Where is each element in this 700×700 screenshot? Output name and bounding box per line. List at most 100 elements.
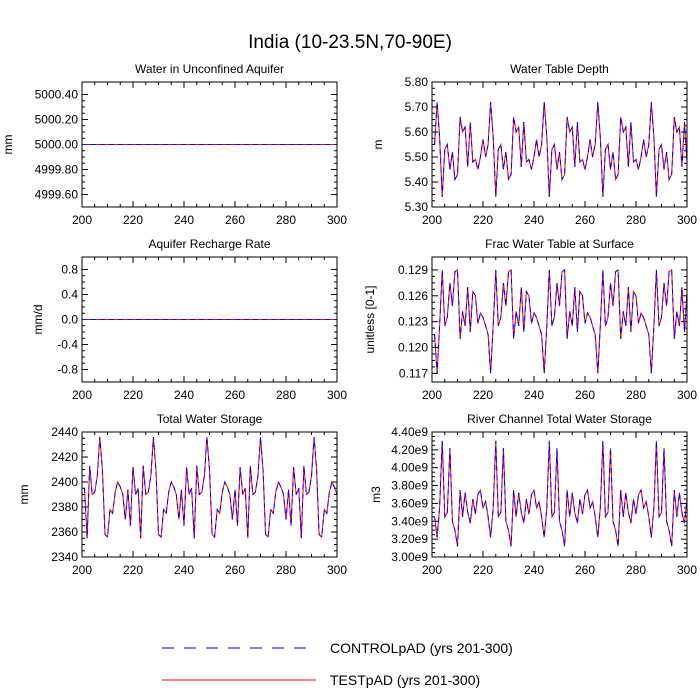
- x-tick-label: 280: [276, 388, 296, 402]
- y-tick-label: 0.120: [398, 341, 428, 355]
- x-tick-label: 240: [174, 213, 194, 227]
- y-tick-label: 3.40e9: [391, 514, 428, 528]
- y-tick-label: 4999.80: [35, 163, 79, 177]
- panel-title: Water in Unconfined Aquifer: [135, 62, 284, 76]
- y-tick-label: 4999.60: [35, 188, 79, 202]
- y-tick-label: 3.20e9: [391, 532, 428, 546]
- panel-6: River Channel Total Water Storage m3 200 22…: [369, 412, 697, 577]
- series-line-test: [434, 440, 688, 547]
- plot-frame: [81, 81, 338, 208]
- x-tick-label: 300: [327, 563, 347, 577]
- y-tick-label: 2380: [51, 500, 78, 514]
- panel-1: Water in Unconfined Aquifer mm 200 220 240 26…: [1, 62, 347, 227]
- y-tick-label: 0.126: [398, 289, 428, 303]
- x-tick-label: 260: [575, 213, 595, 227]
- y-tick-label: 5.40: [405, 175, 429, 189]
- panel-title: Water Table Depth: [510, 62, 609, 76]
- series-line-test: [434, 101, 688, 198]
- x-tick-label: 280: [626, 388, 646, 402]
- y-tick-label: 4.20e9: [391, 443, 428, 457]
- x-tick-label: 300: [327, 388, 347, 402]
- y-tick-label: 3.00e9: [391, 550, 428, 564]
- y-axis-label: mm: [1, 135, 15, 155]
- x-tick-label: 280: [626, 213, 646, 227]
- y-tick-label: 5000.40: [35, 88, 79, 102]
- y-axis-label: mm: [17, 485, 31, 505]
- y-axis-label: m: [371, 140, 385, 150]
- x-tick-label: 260: [225, 388, 245, 402]
- page-title: India (10-23.5N,70-90E): [248, 32, 452, 53]
- series-line-control: [84, 436, 338, 539]
- panels: Water in Unconfined Aquifer mm 200 220 240 26…: [1, 62, 697, 577]
- y-tick-label: 2340: [51, 550, 78, 564]
- y-tick-label: 5.60: [405, 125, 429, 139]
- plot-frame: [431, 431, 688, 558]
- plot-frame: [81, 431, 338, 558]
- y-tick-label: 2400: [51, 475, 78, 489]
- y-tick-label: 0.123: [398, 315, 428, 329]
- x-tick-label: 260: [575, 563, 595, 577]
- x-tick-label: 240: [174, 563, 194, 577]
- x-tick-label: 280: [276, 563, 296, 577]
- y-tick-label: 2420: [51, 450, 78, 464]
- x-tick-label: 240: [524, 563, 544, 577]
- x-tick-label: 260: [225, 563, 245, 577]
- y-tick-label: 0.129: [398, 263, 428, 277]
- y-tick-label: 3.80e9: [391, 479, 428, 493]
- plot-frame: [431, 81, 688, 208]
- x-tick-label: 200: [72, 213, 92, 227]
- x-tick-label: 220: [123, 388, 143, 402]
- panel-5: Total Water Storage mm 200 220 240 260 280 300 2…: [17, 412, 347, 577]
- y-tick-label: 5.80: [405, 75, 429, 89]
- y-tick-label: 2360: [51, 525, 78, 539]
- x-tick-label: 200: [422, 388, 442, 402]
- x-tick-label: 240: [174, 388, 194, 402]
- panel-4: Frac Water Table at Surface unitless [0-1…: [363, 237, 697, 402]
- x-tick-label: 280: [626, 563, 646, 577]
- y-tick-label: 5000.00: [35, 138, 79, 152]
- x-tick-label: 220: [473, 213, 493, 227]
- series-line-control: [434, 101, 688, 198]
- y-tick-label: -0.8: [57, 363, 78, 377]
- x-tick-label: 220: [473, 388, 493, 402]
- y-tick-label: 0.0: [61, 313, 78, 327]
- x-tick-label: 300: [677, 213, 697, 227]
- series-line-control: [434, 440, 688, 547]
- panel-title: River Channel Total Water Storage: [467, 412, 652, 426]
- x-tick-label: 300: [677, 388, 697, 402]
- legend-label-control: CONTROLpAD (yrs 201-300): [330, 640, 513, 656]
- panel-3: Aquifer Recharge Rate mm/d 200 220 240 260 280…: [31, 237, 347, 402]
- y-tick-label: -0.4: [57, 338, 78, 352]
- panel-title: Total Water Storage: [157, 412, 263, 426]
- y-tick-label: 3.60e9: [391, 496, 428, 510]
- x-tick-label: 220: [123, 563, 143, 577]
- y-tick-label: 4.00e9: [391, 461, 428, 475]
- y-tick-label: 0.4: [61, 288, 78, 302]
- panel-title: Frac Water Table at Surface: [485, 237, 634, 251]
- series-line-test: [84, 436, 338, 539]
- x-tick-label: 200: [72, 388, 92, 402]
- y-tick-label: 5.50: [405, 150, 429, 164]
- series-line-control: [434, 268, 688, 374]
- y-tick-label: 5.70: [405, 100, 429, 114]
- x-tick-label: 220: [123, 213, 143, 227]
- y-axis-label: m3: [369, 486, 383, 503]
- legend: CONTROLpAD (yrs 201-300) TESTpAD (yrs 20…: [162, 640, 513, 688]
- y-axis-label: mm/d: [31, 305, 45, 335]
- y-tick-label: 5.30: [405, 200, 429, 214]
- x-tick-label: 240: [524, 213, 544, 227]
- x-tick-label: 200: [422, 213, 442, 227]
- plot-frame: [81, 256, 338, 383]
- x-tick-label: 260: [575, 388, 595, 402]
- y-tick-label: 5000.20: [35, 113, 79, 127]
- panel-2: Water Table Depth m 200 220 240 260 280 300 5.30…: [371, 62, 697, 227]
- panel-title: Aquifer Recharge Rate: [148, 237, 270, 251]
- x-tick-label: 200: [72, 563, 92, 577]
- x-tick-label: 300: [327, 213, 347, 227]
- y-tick-label: 4.40e9: [391, 425, 428, 439]
- y-axis-label: unitless [0-1]: [363, 285, 377, 353]
- legend-label-test: TESTpAD (yrs 201-300): [330, 672, 480, 688]
- x-tick-label: 280: [276, 213, 296, 227]
- y-tick-label: 2440: [51, 425, 78, 439]
